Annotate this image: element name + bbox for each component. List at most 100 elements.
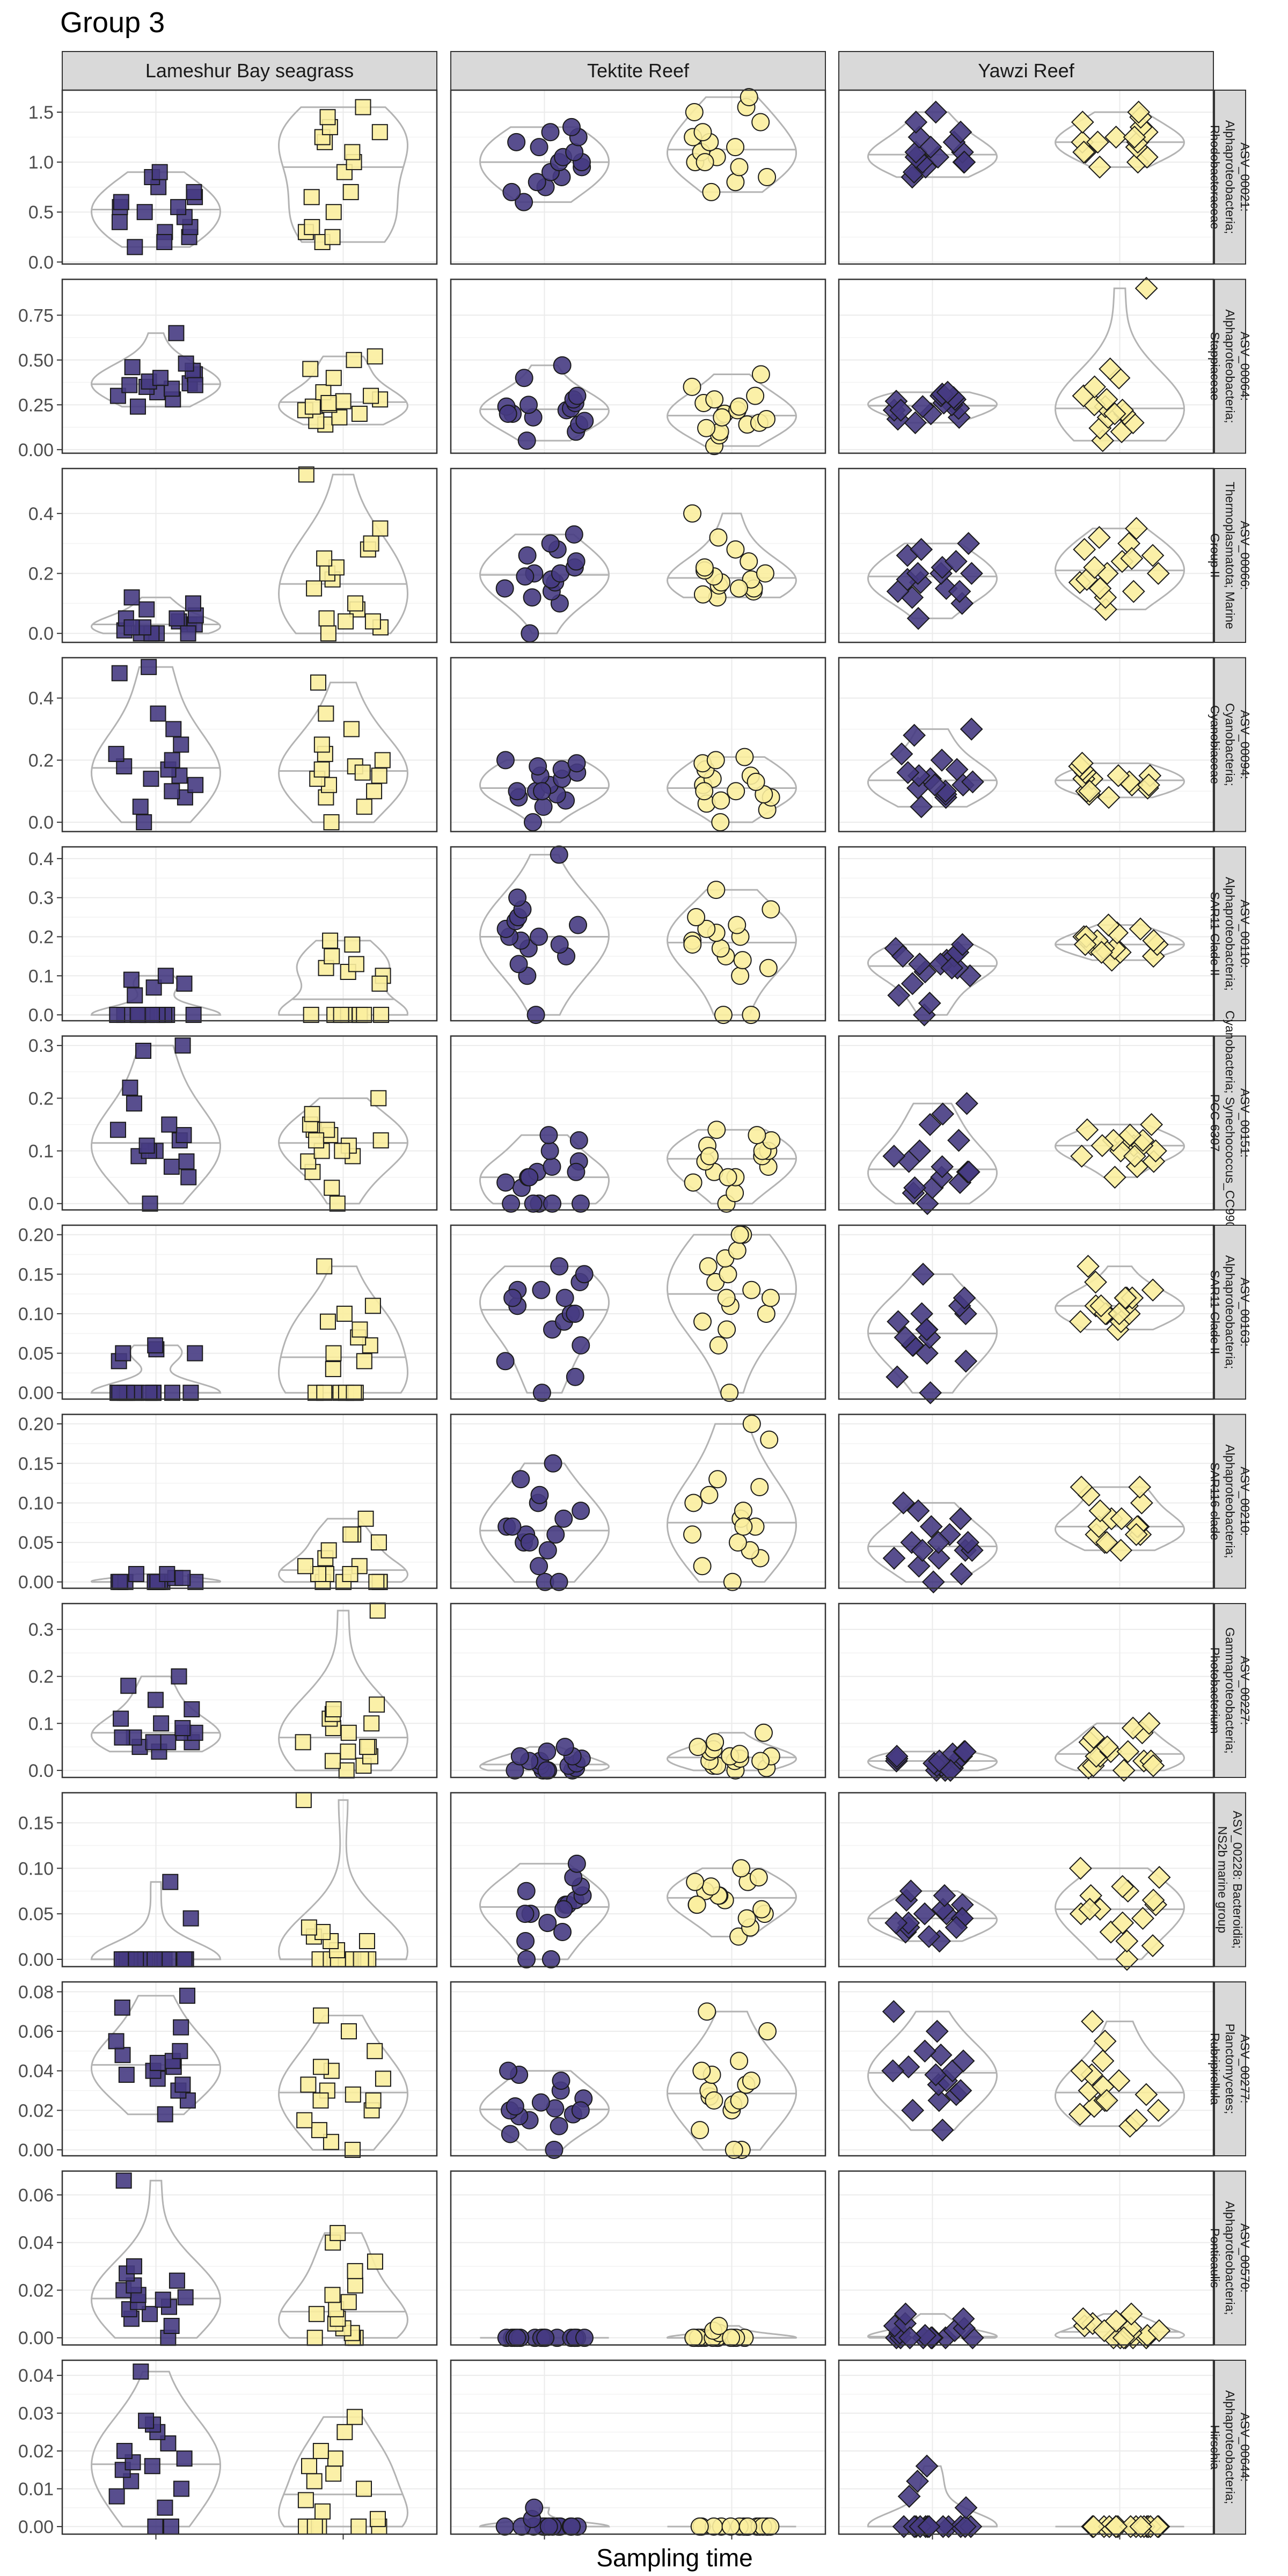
panel-border (61, 1792, 438, 1967)
data-point (185, 595, 201, 612)
data-point (518, 546, 537, 565)
data-point (738, 2517, 757, 2536)
data-point (550, 845, 568, 864)
y-tick-label: 0.25 (18, 395, 54, 415)
data-point (175, 1127, 192, 1144)
data-point (730, 397, 749, 416)
data-point (325, 1345, 342, 1362)
site-strip-label: Tektite Reef (587, 60, 690, 82)
data-point (957, 532, 980, 555)
panel-border (450, 2170, 826, 2346)
data-point (155, 2292, 171, 2308)
data-point (174, 1570, 191, 1586)
data-point (752, 1900, 771, 1919)
data-point (925, 2019, 949, 2043)
data-point (684, 1494, 703, 1512)
asv-strip-label: ASV_00066:Thermoplasmatota; MarineGroup … (1208, 482, 1252, 630)
data-point (1096, 913, 1120, 937)
data-point (885, 1365, 909, 1389)
data-point (686, 1872, 705, 1891)
data-point (737, 1909, 756, 1928)
data-point (164, 1385, 180, 1401)
data-point (109, 1007, 126, 1023)
data-point (359, 1739, 376, 1755)
data-point (161, 1116, 178, 1133)
data-point (889, 398, 912, 422)
data-point (163, 1158, 180, 1175)
data-point (907, 1554, 931, 1578)
asv-strip-label-line: Alphaproteobacteria; (1223, 2390, 1237, 2504)
panel-border (838, 846, 1214, 1022)
violin-outline (277, 1518, 409, 1583)
data-point (1077, 1255, 1100, 1278)
data-point (705, 390, 724, 409)
data-point (562, 118, 581, 136)
data-point (536, 2329, 555, 2347)
data-point (567, 754, 586, 773)
data-point (358, 1933, 375, 1950)
data-point (746, 386, 765, 405)
data-point (1124, 1523, 1148, 1546)
data-point (541, 534, 560, 553)
data-point (356, 2480, 372, 2497)
data-point (324, 229, 341, 245)
data-point (1091, 2049, 1115, 2073)
panel-border (838, 1602, 1214, 1779)
panel-border (450, 657, 826, 832)
data-point (354, 764, 371, 781)
asv-strip (1214, 1792, 1246, 1967)
facet-panel (450, 2359, 826, 2540)
data-point (698, 2002, 716, 2021)
violin-outline (90, 171, 222, 248)
data-point (894, 2302, 917, 2326)
panel-border (61, 2170, 438, 2346)
data-point (901, 972, 924, 996)
panel-border (838, 467, 1214, 643)
panel-border (450, 1224, 826, 1400)
y-tick-label: 0.2 (28, 1088, 54, 1109)
panel-border (450, 2359, 826, 2535)
data-point (182, 1910, 199, 1927)
data-point (760, 1430, 779, 1449)
data-point (144, 2458, 160, 2475)
data-point (543, 1157, 561, 1176)
data-point (347, 2277, 363, 2294)
data-point (553, 1923, 572, 1942)
data-point (1123, 1144, 1146, 1168)
panel-border (61, 467, 438, 643)
violin-outline (90, 666, 222, 823)
data-point (957, 1160, 980, 1184)
data-point (1122, 580, 1145, 603)
data-point (1141, 1754, 1165, 1777)
facet-panel (838, 467, 1214, 643)
panel-border (61, 89, 438, 265)
data-point (314, 2503, 331, 2520)
data-point (923, 773, 947, 797)
facet-panel (838, 1414, 1214, 1594)
panel-border (450, 1035, 826, 1211)
data-point (115, 1345, 131, 1362)
data-point (1112, 1759, 1136, 1782)
data-point (1103, 402, 1126, 426)
violin-outline (90, 1344, 222, 1394)
asv-strip-label-line: SAR116 clade (1208, 1462, 1222, 1540)
data-point (718, 1320, 736, 1339)
data-point (1129, 2515, 1153, 2538)
data-point (931, 1898, 955, 1921)
data-point (749, 1868, 768, 1887)
y-tick-label: 0.15 (18, 1454, 54, 1474)
data-point (350, 2518, 367, 2535)
data-point (147, 2518, 164, 2535)
data-point (176, 2450, 193, 2467)
data-point (515, 369, 533, 387)
data-point (575, 2329, 594, 2347)
data-point (693, 585, 712, 604)
y-tick-label: 0.05 (18, 1533, 54, 1553)
data-point (1094, 598, 1117, 621)
data-point (929, 953, 952, 976)
data-point (1070, 1144, 1094, 1168)
data-point (338, 1762, 355, 1779)
data-point (366, 783, 383, 800)
data-point (761, 1289, 780, 1307)
data-point (129, 398, 146, 415)
